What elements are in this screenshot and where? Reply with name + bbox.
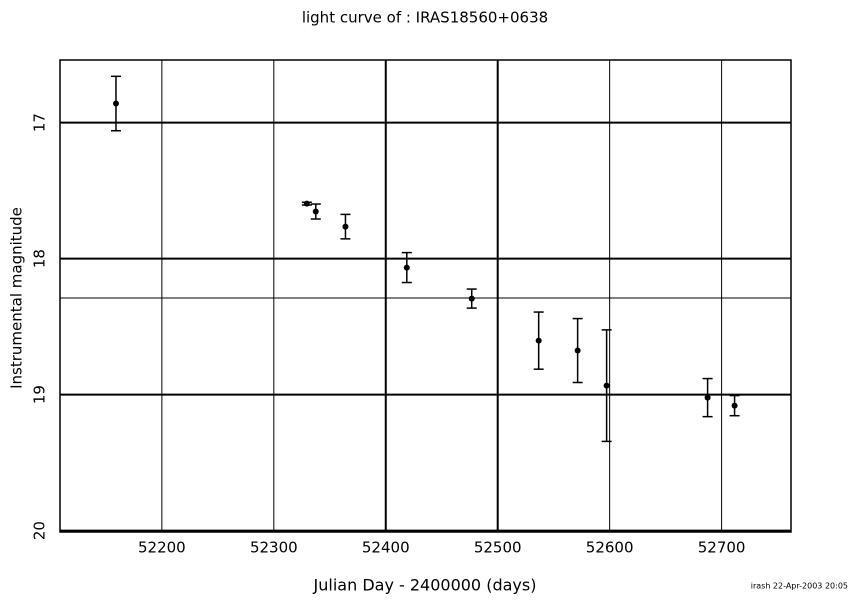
data-point	[312, 208, 319, 215]
plot-frame	[59, 59, 792, 533]
data-point	[704, 394, 711, 401]
x-tick-label: 52300	[250, 539, 298, 557]
chart-title: light curve of : IRAS18560+0638	[302, 9, 548, 27]
y-tick-label: 17	[31, 113, 49, 132]
y-tick-label: 18	[31, 249, 49, 268]
data-point	[468, 295, 475, 302]
x-axis-label: Julian Day - 2400000 (days)	[313, 576, 537, 595]
data-point	[603, 382, 610, 389]
y-tick-label: 20	[31, 521, 49, 540]
data-point	[574, 347, 581, 354]
x-tick-label: 52500	[474, 539, 522, 557]
data-point	[303, 200, 310, 207]
x-tick-label: 52200	[138, 539, 186, 557]
y-axis-label: Instrumental magnitude	[8, 207, 26, 389]
data-point	[403, 264, 410, 271]
x-tick-label: 52700	[698, 539, 746, 557]
data-point	[535, 337, 542, 344]
footer: irash 22-Apr-2003 20:05	[751, 582, 848, 591]
data-point	[342, 223, 349, 230]
y-tick-label: 19	[31, 385, 49, 404]
x-tick-label: 52400	[362, 539, 410, 557]
x-tick-label: 52600	[586, 539, 634, 557]
data-point	[731, 402, 738, 409]
data-point	[112, 100, 119, 107]
